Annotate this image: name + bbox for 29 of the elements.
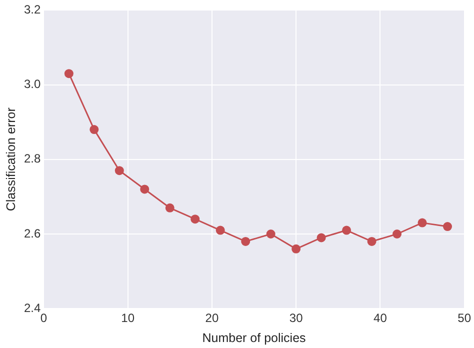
point — [266, 230, 276, 238]
point — [216, 226, 225, 235]
y-tick-label: 2.4 — [24, 300, 41, 315]
point — [165, 203, 174, 212]
x-tick-label: 20 — [205, 311, 219, 326]
point — [292, 244, 301, 254]
y-tick-label: 3.0 — [24, 77, 41, 92]
point — [342, 226, 352, 235]
point — [316, 233, 326, 242]
x-tick-label: 10 — [121, 311, 135, 326]
point — [392, 230, 402, 238]
point — [367, 236, 376, 246]
x-tick-label: 30 — [289, 311, 304, 326]
y-tick-label: 2.6 — [24, 226, 41, 240]
x-tick-label: 0 — [40, 311, 48, 326]
y-tick-label: 3.2 — [24, 2, 41, 17]
point — [241, 236, 250, 246]
point — [90, 125, 99, 134]
y-tick-label: 2.8 — [24, 152, 41, 166]
point — [443, 222, 452, 232]
x-axis-title: Number of policies — [202, 330, 306, 345]
point — [64, 69, 74, 78]
point — [190, 214, 200, 224]
point — [418, 218, 427, 228]
point — [114, 166, 124, 176]
y-axis-title: Classification error — [4, 108, 18, 212]
x-tick-label: 40 — [374, 311, 388, 326]
x-tick-label: 50 — [458, 311, 472, 326]
point — [140, 184, 150, 194]
